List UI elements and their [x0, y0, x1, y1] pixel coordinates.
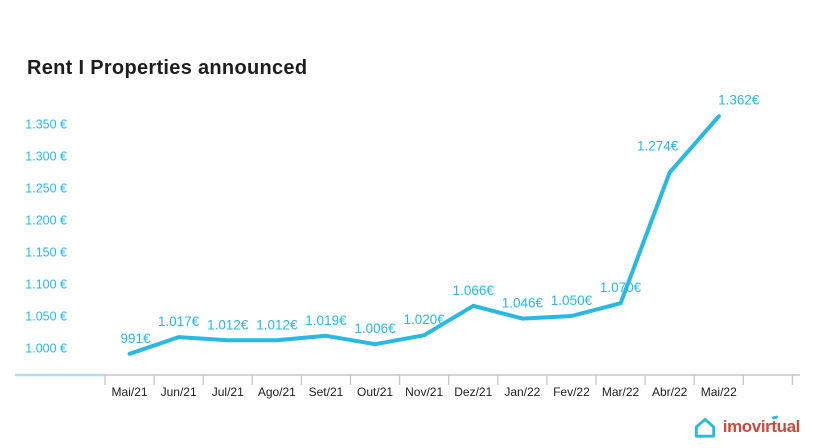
- point-label: 1.362€: [718, 92, 760, 107]
- x-tick-label: Mai/21: [112, 385, 148, 399]
- y-tick-label: 1.050 €: [25, 310, 67, 324]
- imovirtual-logo: imovirtual: [692, 414, 800, 441]
- x-tick-label: Abr/22: [652, 385, 688, 399]
- y-tick-label: 1.150 €: [25, 246, 67, 260]
- x-tick-label: Nov/21: [405, 385, 443, 399]
- y-tick-label: 1.250 €: [25, 182, 67, 196]
- point-label: 1.006€: [354, 321, 396, 336]
- x-tick-label: Mai/22: [701, 385, 737, 399]
- x-tick-label: Out/21: [357, 385, 393, 399]
- point-label: 1.019€: [305, 313, 347, 328]
- point-label: 1.012€: [256, 317, 298, 332]
- point-label: 1.274€: [637, 139, 679, 154]
- point-label: 1.020€: [404, 312, 446, 327]
- point-label: 1.046€: [502, 296, 544, 311]
- y-tick-label: 1.200 €: [25, 214, 67, 228]
- x-tick-label: Ago/21: [258, 385, 296, 399]
- y-tick-label: 1.100 €: [25, 278, 67, 292]
- trend-line: [127, 114, 721, 356]
- x-tick-label: Fev/22: [553, 385, 590, 399]
- point-label: 1.017€: [158, 314, 200, 329]
- point-label: 991€: [121, 331, 152, 346]
- x-tick-label: Jul/21: [212, 385, 244, 399]
- x-tick-label: Dez/21: [454, 385, 492, 399]
- y-tick-label: 1.350 €: [25, 118, 67, 132]
- point-label: 1.066€: [453, 283, 495, 298]
- x-tick-label: Set/21: [309, 385, 344, 399]
- logo-text: imovirtual: [722, 417, 801, 436]
- point-label: 1.012€: [207, 317, 249, 332]
- y-tick-label: 1.300 €: [25, 150, 67, 164]
- x-tick-label: Mar/22: [602, 385, 640, 399]
- x-tick-label: Jun/21: [161, 385, 197, 399]
- y-tick-label: 1.000 €: [25, 342, 67, 356]
- point-label: 1.070€: [600, 280, 642, 295]
- point-label: 1.050€: [551, 293, 593, 308]
- house-icon: [694, 417, 715, 438]
- x-tick-label: Jan/22: [504, 385, 540, 399]
- page-title: Rent I Properties announced: [27, 57, 308, 80]
